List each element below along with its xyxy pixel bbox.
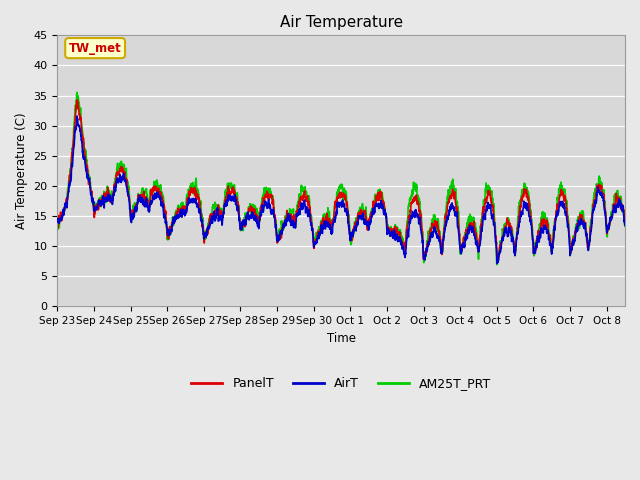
PanelT xyxy=(420,256,428,262)
AM25T_PRT xyxy=(54,220,61,226)
AirT xyxy=(54,217,61,223)
PanelT xyxy=(152,184,160,190)
PanelT xyxy=(271,214,279,219)
AM25T_PRT xyxy=(118,165,126,171)
PanelT xyxy=(549,237,557,242)
PanelT xyxy=(611,204,618,209)
X-axis label: Time: Time xyxy=(326,332,356,345)
AM25T_PRT xyxy=(73,89,81,95)
AirT xyxy=(271,222,279,228)
AM25T_PRT xyxy=(296,195,304,201)
Line: PanelT: PanelT xyxy=(58,100,625,259)
PanelT xyxy=(73,97,81,103)
Line: AM25T_PRT: AM25T_PRT xyxy=(58,92,625,264)
Title: Air Temperature: Air Temperature xyxy=(280,15,403,30)
Line: AirT: AirT xyxy=(58,116,625,264)
PanelT xyxy=(54,221,61,227)
AM25T_PRT xyxy=(621,224,629,229)
PanelT xyxy=(118,168,126,174)
AirT xyxy=(493,261,501,266)
AirT xyxy=(296,212,304,217)
PanelT xyxy=(296,200,304,205)
Text: TW_met: TW_met xyxy=(68,42,122,55)
Y-axis label: Air Temperature (C): Air Temperature (C) xyxy=(15,113,28,229)
AM25T_PRT xyxy=(152,179,160,184)
AirT xyxy=(621,222,629,228)
PanelT xyxy=(621,219,629,225)
AM25T_PRT xyxy=(549,232,557,238)
AirT xyxy=(611,203,618,209)
Legend: PanelT, AirT, AM25T_PRT: PanelT, AirT, AM25T_PRT xyxy=(186,372,496,396)
AM25T_PRT xyxy=(493,262,500,267)
AirT xyxy=(118,174,126,180)
AM25T_PRT xyxy=(611,193,618,199)
AirT xyxy=(152,195,160,201)
AirT xyxy=(73,113,81,119)
AirT xyxy=(549,240,557,246)
AM25T_PRT xyxy=(271,216,279,221)
